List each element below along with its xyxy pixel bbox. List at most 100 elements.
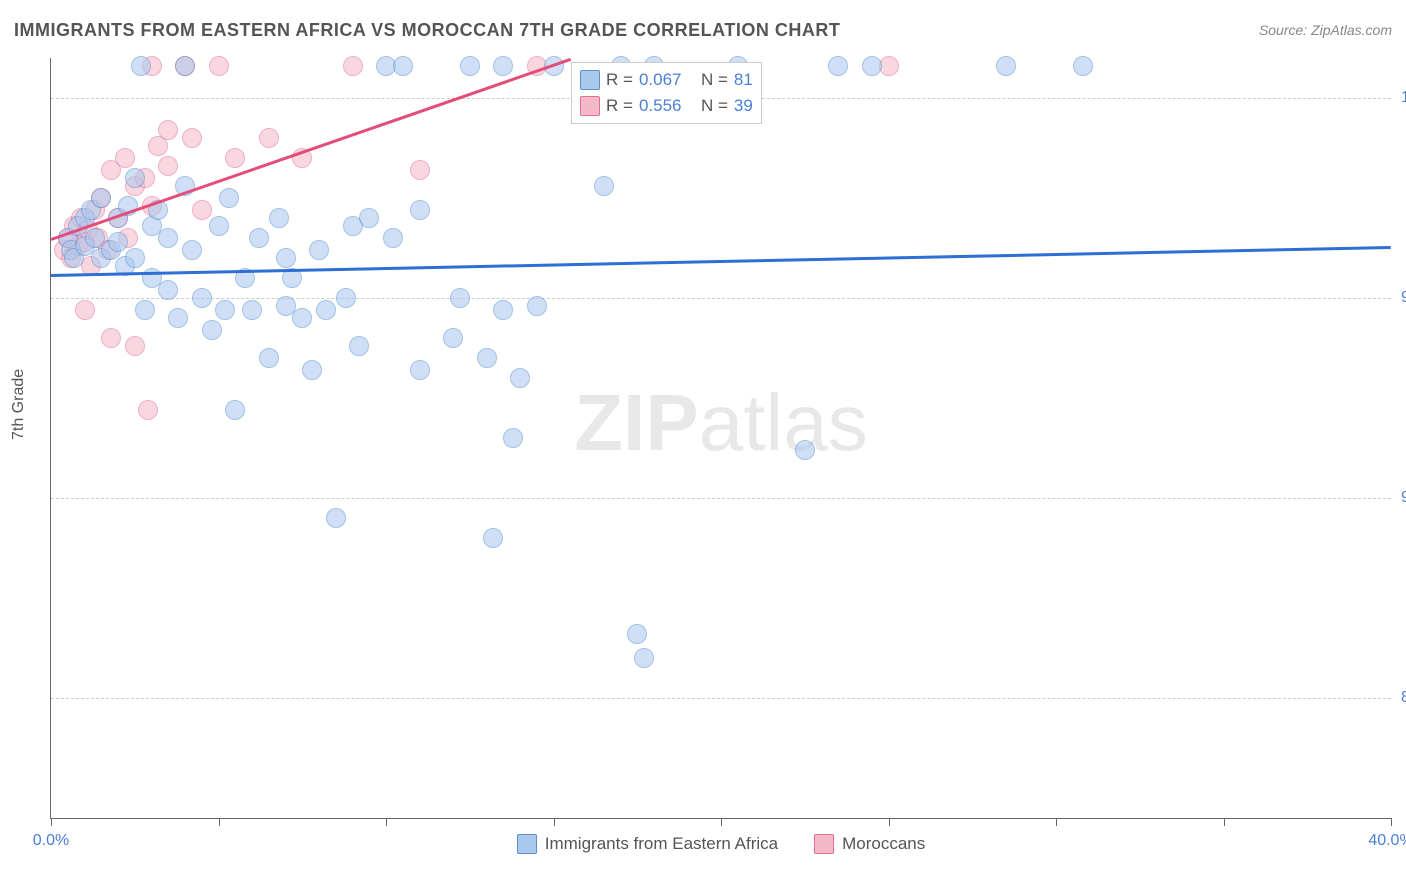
data-point <box>828 56 848 76</box>
trend-line <box>51 246 1391 276</box>
data-point <box>175 56 195 76</box>
x-tick <box>889 818 890 826</box>
data-point <box>410 200 430 220</box>
data-point <box>158 228 178 248</box>
data-point <box>393 56 413 76</box>
data-point <box>309 240 329 260</box>
data-point <box>493 56 513 76</box>
n-value: 39 <box>734 96 753 116</box>
data-point <box>383 228 403 248</box>
gridline <box>51 698 1391 699</box>
data-point <box>192 200 212 220</box>
data-point <box>343 56 363 76</box>
legend-bottom: Immigrants from Eastern Africa Moroccans <box>51 834 1391 854</box>
data-point <box>510 368 530 388</box>
data-point <box>527 296 547 316</box>
x-tick <box>386 818 387 826</box>
legend-swatch-pink <box>814 834 834 854</box>
data-point <box>503 428 523 448</box>
data-point <box>225 400 245 420</box>
data-point <box>862 56 882 76</box>
data-point <box>249 228 269 248</box>
data-point <box>168 308 188 328</box>
r-value: 0.067 <box>639 70 695 90</box>
data-point <box>158 156 178 176</box>
data-point <box>292 308 312 328</box>
data-point <box>259 128 279 148</box>
n-value: 81 <box>734 70 753 90</box>
data-point <box>75 300 95 320</box>
data-point <box>182 128 202 148</box>
x-tick-label: 40.0% <box>1368 832 1406 850</box>
data-point <box>158 280 178 300</box>
correlation-legend: R =0.067N =81 R = 0.556 N = 39 <box>571 62 762 124</box>
data-point <box>276 248 296 268</box>
legend-swatch <box>580 70 600 90</box>
data-point <box>483 528 503 548</box>
data-point <box>443 328 463 348</box>
watermark: ZIPatlas <box>574 377 867 469</box>
legend-label-s2: Moroccans <box>842 834 925 854</box>
legend-item-s2: Moroccans <box>814 834 925 854</box>
x-tick <box>219 818 220 826</box>
data-point <box>996 56 1016 76</box>
data-point <box>158 120 178 140</box>
data-point <box>135 300 155 320</box>
data-point <box>594 176 614 196</box>
x-tick-label: 0.0% <box>33 832 69 850</box>
x-tick <box>554 818 555 826</box>
data-point <box>125 168 145 188</box>
n-label: N = <box>701 96 728 116</box>
data-point <box>138 400 158 420</box>
data-point <box>215 300 235 320</box>
source-attribution: Source: ZipAtlas.com <box>1259 22 1392 38</box>
legend-swatch-blue <box>517 834 537 854</box>
y-tick-label: 95.0% <box>1401 289 1406 307</box>
data-point <box>410 160 430 180</box>
data-point <box>349 336 369 356</box>
y-tick-label: 90.0% <box>1401 489 1406 507</box>
r-value: 0.556 <box>639 96 695 116</box>
data-point <box>450 288 470 308</box>
data-point <box>192 288 212 308</box>
data-point <box>182 240 202 260</box>
legend-row: R =0.067N =81 <box>580 67 753 93</box>
data-point <box>125 336 145 356</box>
data-point <box>493 300 513 320</box>
x-tick <box>1391 818 1392 826</box>
y-tick-label: 100.0% <box>1401 89 1406 107</box>
data-point <box>209 56 229 76</box>
data-point <box>316 300 336 320</box>
data-point <box>326 508 346 528</box>
gridline <box>51 498 1391 499</box>
gridline <box>51 298 1391 299</box>
data-point <box>477 348 497 368</box>
data-point <box>359 208 379 228</box>
data-point <box>101 328 121 348</box>
header: IMMIGRANTS FROM EASTERN AFRICA VS MOROCC… <box>14 20 1392 50</box>
y-tick-label: 85.0% <box>1401 689 1406 707</box>
data-point <box>225 148 245 168</box>
chart-plot-area: ZIPatlas Immigrants from Eastern Africa … <box>50 58 1391 819</box>
data-point <box>259 348 279 368</box>
x-tick <box>1224 818 1225 826</box>
data-point <box>302 360 322 380</box>
data-point <box>202 320 222 340</box>
data-point <box>269 208 289 228</box>
data-point <box>795 440 815 460</box>
y-axis-label: 7th Grade <box>10 369 28 440</box>
r-label: R = <box>606 96 633 116</box>
data-point <box>91 188 111 208</box>
data-point <box>219 188 239 208</box>
data-point <box>1073 56 1093 76</box>
x-tick <box>51 818 52 826</box>
legend-item-s1: Immigrants from Eastern Africa <box>517 834 778 854</box>
data-point <box>460 56 480 76</box>
x-tick <box>1056 818 1057 826</box>
legend-row: R = 0.556 N = 39 <box>580 93 753 119</box>
chart-title: IMMIGRANTS FROM EASTERN AFRICA VS MOROCC… <box>14 20 840 40</box>
legend-label-s1: Immigrants from Eastern Africa <box>545 834 778 854</box>
data-point <box>209 216 229 236</box>
data-point <box>410 360 430 380</box>
data-point <box>131 56 151 76</box>
